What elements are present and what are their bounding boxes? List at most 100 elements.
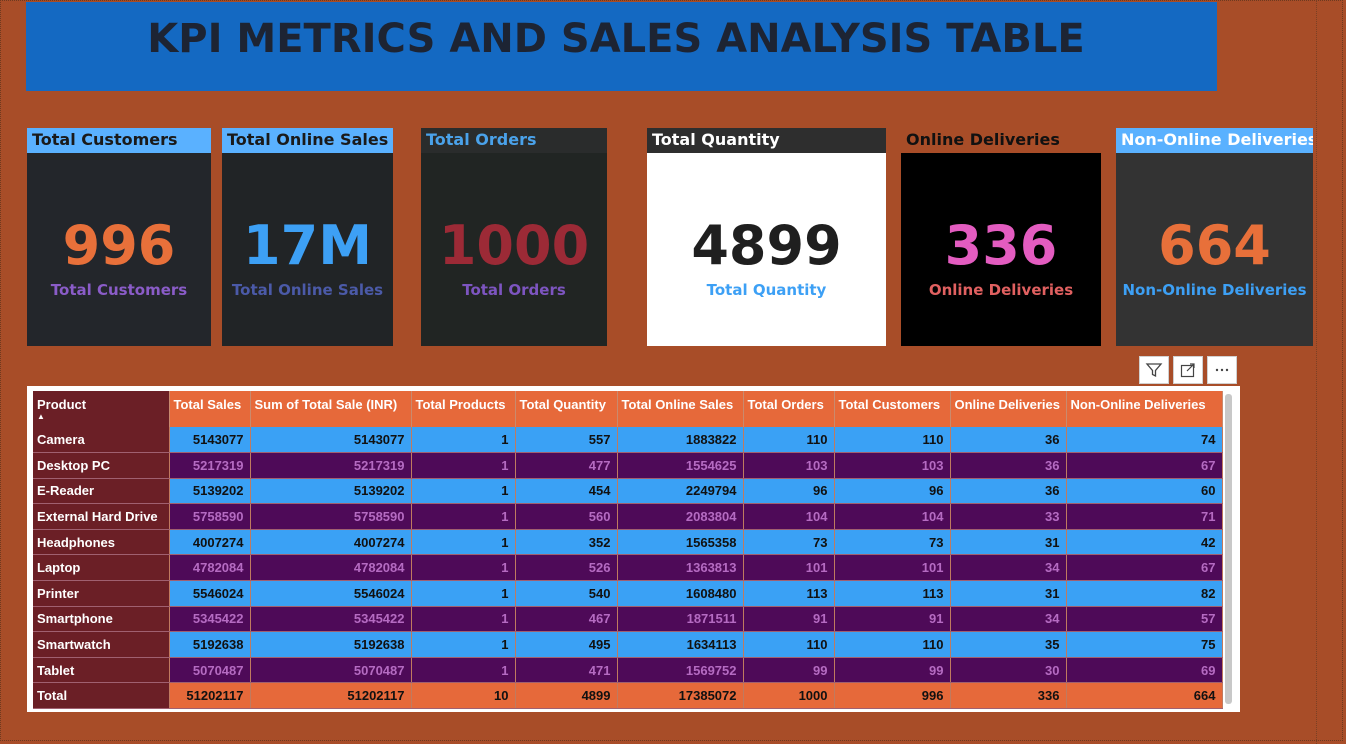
kpi-card-value: 17M — [243, 214, 372, 277]
kpi-card-value: 4899 — [691, 214, 842, 277]
column-header[interactable]: Total Sales — [169, 391, 251, 427]
table-row[interactable]: Camera 5143077 5143077 1 557 1883822 110 110 36 7… — [33, 427, 1223, 454]
table-row[interactable]: Smartphone 5345422 5345422 1 467 1871511 91 91 3… — [33, 606, 1223, 633]
table-cell: 30 — [950, 657, 1067, 684]
table-cell: 57 — [1066, 606, 1223, 633]
row-header-cell: E-Reader — [33, 478, 170, 505]
row-header-cell: Smartphone — [33, 606, 170, 633]
table-cell: 91 — [834, 606, 951, 633]
table-cell: 1 — [411, 631, 516, 658]
kpi-card-header: Total Quantity — [647, 128, 886, 153]
table-cell: 67 — [1066, 452, 1223, 479]
table-cell: 5070487 — [250, 657, 412, 684]
table-cell: 1 — [411, 529, 516, 556]
kpi-card: Total Customers 996 Total Customers — [27, 128, 211, 346]
table-cell: 5143077 — [250, 427, 412, 454]
table-cell: 104 — [834, 503, 951, 530]
total-cell: 10 — [411, 682, 516, 710]
table-cell: 5070487 — [169, 657, 251, 684]
kpi-card-value: 664 — [1158, 214, 1271, 277]
table-cell: 1554625 — [617, 452, 744, 479]
table-cell: 5192638 — [169, 631, 251, 658]
total-cell: 664 — [1066, 682, 1223, 710]
table-cell: 69 — [1066, 657, 1223, 684]
column-header-product[interactable]: Product ▲ — [33, 391, 170, 427]
table-cell: 34 — [950, 606, 1067, 633]
table-cell: 96 — [743, 478, 835, 505]
table-row[interactable]: Smartwatch 5192638 5192638 1 495 1634113 110 11… — [33, 631, 1223, 658]
page-title: KPI METRICS AND SALES ANALYSIS TABLE — [147, 16, 1085, 62]
table-cell: 5546024 — [169, 580, 251, 607]
column-header[interactable]: Total Online Sales — [617, 391, 744, 427]
row-header-cell: Laptop — [33, 554, 170, 582]
table-cell: 1569752 — [617, 657, 744, 684]
table-cell: 467 — [515, 606, 618, 633]
table-row[interactable]: Printer 5546024 5546024 1 540 1608480 113 113 31… — [33, 580, 1223, 607]
column-header[interactable]: Total Products — [411, 391, 516, 427]
table-cell: 5139202 — [250, 478, 412, 505]
column-header[interactable]: Total Customers — [834, 391, 951, 427]
table-cell: 495 — [515, 631, 618, 658]
table-cell: 101 — [834, 554, 951, 582]
table-cell: 4007274 — [169, 529, 251, 556]
focus-mode-button[interactable] — [1173, 356, 1203, 384]
column-header[interactable]: Sum of Total Sale (INR) — [250, 391, 412, 427]
table-cell: 1871511 — [617, 606, 744, 633]
table-cell: 1 — [411, 554, 516, 582]
more-options-button[interactable] — [1207, 356, 1237, 384]
table-row[interactable]: External Hard Drive 5758590 5758590 1 560 208… — [33, 503, 1223, 530]
table-cell: 5192638 — [250, 631, 412, 658]
table-cell: 99 — [834, 657, 951, 684]
table-cell: 4782084 — [250, 554, 412, 582]
kpi-card: Total Orders 1000 Total Orders — [421, 128, 607, 346]
table-cell: 5217319 — [250, 452, 412, 479]
table-cell: 1 — [411, 452, 516, 479]
column-header[interactable]: Non-Online Deliveries — [1066, 391, 1223, 427]
table-cell: 110 — [834, 427, 951, 454]
row-header-cell: Tablet — [33, 657, 170, 684]
table-scrollbar[interactable] — [1225, 394, 1232, 704]
table-cell: 4007274 — [250, 529, 412, 556]
kpi-card-header: Total Orders — [421, 128, 607, 153]
table-cell: 4782084 — [169, 554, 251, 582]
column-header[interactable]: Total Orders — [743, 391, 835, 427]
table-row[interactable]: Laptop 4782084 4782084 1 526 1363813 101 101 34 6… — [33, 554, 1223, 582]
table-cell: 1608480 — [617, 580, 744, 607]
table-cell: 60 — [1066, 478, 1223, 505]
column-header[interactable]: Total Quantity — [515, 391, 618, 427]
table-cell: 73 — [743, 529, 835, 556]
table-row[interactable]: Headphones 4007274 4007274 1 352 1565358 73 73 3… — [33, 529, 1223, 556]
table-cell: 71 — [1066, 503, 1223, 530]
table-cell: 110 — [834, 631, 951, 658]
row-header-cell: Smartwatch — [33, 631, 170, 658]
title-banner: KPI METRICS AND SALES ANALYSIS TABLE — [26, 2, 1217, 91]
table-row[interactable]: Tablet 5070487 5070487 1 471 1569752 99 99 30 69 — [33, 657, 1223, 684]
table-cell: 5758590 — [169, 503, 251, 530]
sales-table: Product ▲ Total Sales Sum of Total Sale (IN… — [33, 391, 1223, 710]
row-header-cell: Headphones — [33, 529, 170, 556]
table-cell: 110 — [743, 427, 835, 454]
visual-toolbar — [1139, 356, 1237, 384]
table-row[interactable]: Desktop PC 5217319 5217319 1 477 1554625 103 10… — [33, 452, 1223, 479]
table-cell: 74 — [1066, 427, 1223, 454]
kpi-card: Total Online Sales 17M Total Online Sales — [222, 128, 393, 346]
table-cell: 67 — [1066, 554, 1223, 582]
table-cell: 75 — [1066, 631, 1223, 658]
table-cell: 1 — [411, 427, 516, 454]
table-cell: 36 — [950, 427, 1067, 454]
table-row[interactable]: E-Reader 5139202 5139202 1 454 2249794 96 96 36 6… — [33, 478, 1223, 505]
total-cell: 51202117 — [250, 682, 412, 710]
table-cell: 2249794 — [617, 478, 744, 505]
table-cell: 477 — [515, 452, 618, 479]
row-header-cell: External Hard Drive — [33, 503, 170, 530]
table-cell: 103 — [834, 452, 951, 479]
table-cell: 5546024 — [250, 580, 412, 607]
table-cell: 113 — [743, 580, 835, 607]
kpi-card: Total Quantity 4899 Total Quantity — [647, 128, 886, 346]
kpi-card-label: Total Customers — [50, 281, 188, 299]
kpi-card: Non-Online Deliveries 664 Non-Online Deliv… — [1116, 128, 1313, 346]
column-header[interactable]: Online Deliveries — [950, 391, 1067, 427]
table-cell: 526 — [515, 554, 618, 582]
filter-button[interactable] — [1139, 356, 1169, 384]
table-cell: 352 — [515, 529, 618, 556]
